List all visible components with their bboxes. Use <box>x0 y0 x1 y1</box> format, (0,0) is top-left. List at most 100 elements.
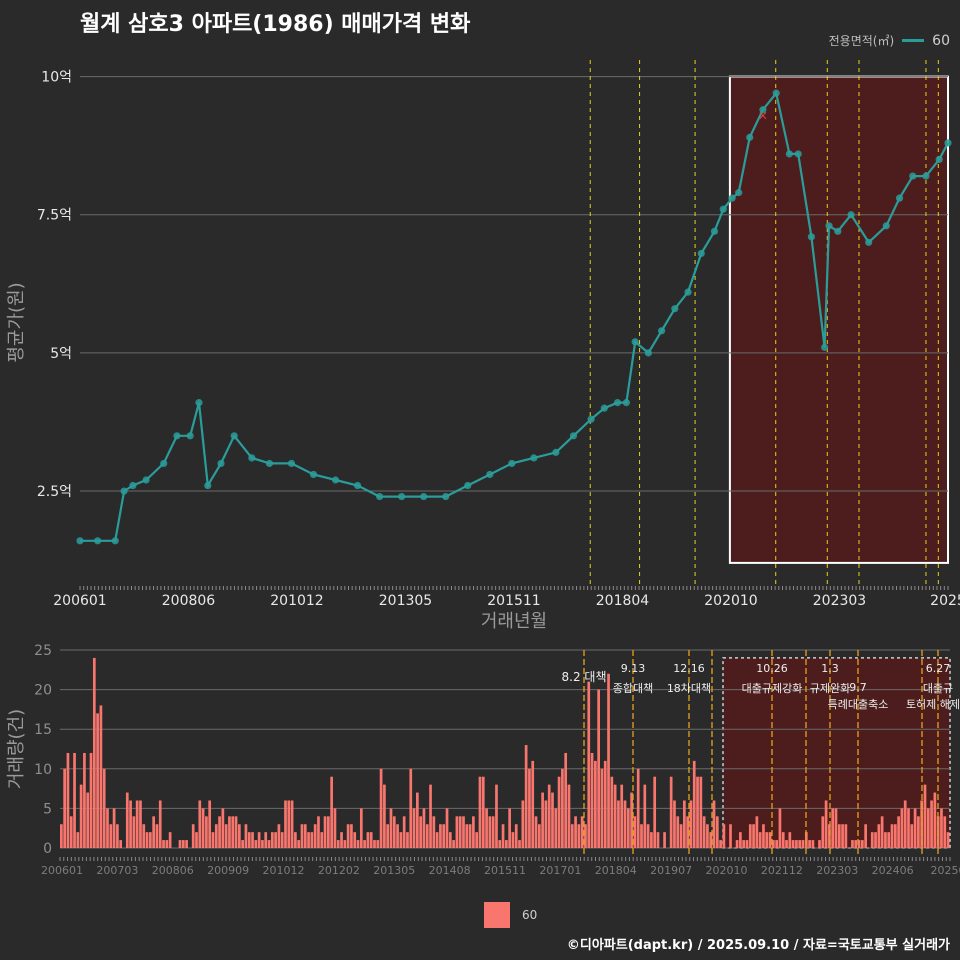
price-point <box>398 492 406 501</box>
volume-bar <box>261 840 264 848</box>
volume-bar <box>623 800 627 848</box>
volume-bar <box>946 832 950 848</box>
volume-bar <box>152 816 155 848</box>
volume-bar <box>254 840 258 848</box>
price-point <box>569 432 578 440</box>
volume-bar <box>455 816 459 848</box>
volume-bar <box>781 832 785 848</box>
volume-bar <box>422 808 426 848</box>
volume-bar <box>445 808 449 848</box>
volume-bar <box>442 824 446 848</box>
volume-bar <box>425 824 429 848</box>
volume-bar <box>561 768 564 848</box>
policy-annotation-label: 18차대책 <box>667 682 711 695</box>
volume-bar <box>340 832 343 848</box>
volume-bar <box>607 673 610 848</box>
volume-bar <box>343 840 347 848</box>
price-point <box>909 172 917 180</box>
volume-bar <box>778 808 782 848</box>
price-point <box>160 459 168 468</box>
x-tick-label: 20250 <box>931 864 960 877</box>
volume-bar <box>280 832 284 848</box>
volume-bar <box>633 816 637 848</box>
y-tick-label: 25 <box>34 643 52 659</box>
price-line-chart: 2.5억 5억 7.5억 10억 × 200601 200806 201012 201305 20… <box>6 60 960 632</box>
volume-bar <box>801 840 805 848</box>
volume-bar <box>828 824 831 848</box>
price-point <box>658 327 666 335</box>
price-point <box>772 89 780 97</box>
volume-bar <box>323 816 327 848</box>
volume-bar <box>79 784 83 848</box>
price-point <box>735 189 743 197</box>
volume-bar <box>564 752 568 848</box>
price-point <box>420 492 428 501</box>
volume-bar <box>547 784 551 848</box>
x-tick-label: 200909 <box>207 864 249 877</box>
x-axis-label: 거래년월 <box>481 611 547 632</box>
volume-bar <box>112 808 116 848</box>
volume-bar <box>537 824 541 848</box>
volume-bar <box>729 824 732 848</box>
volume-bar <box>874 832 877 848</box>
volume-bar <box>234 816 238 848</box>
y-axis-label: 평균가(원) <box>6 282 27 362</box>
volume-bar <box>551 792 554 848</box>
volume-bar <box>524 745 528 848</box>
volume-bar <box>498 840 502 848</box>
x-tick-label: 201511 <box>484 864 526 877</box>
volume-bar <box>580 816 584 848</box>
volume-bar <box>508 808 511 848</box>
volume-bar <box>646 824 650 848</box>
volume-bar <box>943 816 947 848</box>
x-tick-label: 201012 <box>263 864 305 877</box>
policy-annotation: 8.2 대책 <box>562 669 607 684</box>
volume-bar <box>570 824 574 848</box>
price-point <box>265 459 274 468</box>
volume-bar <box>544 800 548 848</box>
price-point <box>710 227 719 235</box>
volume-bar <box>818 840 821 848</box>
price-point <box>287 459 296 468</box>
y-tick-label: 7.5억 <box>37 208 72 224</box>
volume-bar <box>785 840 788 848</box>
volume-bar <box>231 816 235 848</box>
volume-bar <box>610 776 614 848</box>
volume-bar <box>485 808 488 848</box>
price-point <box>587 415 595 423</box>
volume-bar <box>336 840 340 848</box>
volume-bar <box>307 832 310 848</box>
volume-bar <box>129 800 132 848</box>
volume-bar <box>221 808 225 848</box>
policy-annotation-date: 9.7 <box>849 681 867 694</box>
volume-bar <box>205 816 208 848</box>
volume-bar <box>501 824 505 848</box>
volume-bar <box>373 840 376 848</box>
volume-bar <box>386 824 390 848</box>
volume-bar <box>294 832 297 848</box>
x-tick-label: 201804 <box>596 593 650 609</box>
legend-title: 전용면적(㎡) <box>828 34 895 48</box>
volume-bar <box>505 840 508 848</box>
volume-bar <box>267 840 271 848</box>
price-point <box>922 172 930 180</box>
price-point <box>230 432 238 440</box>
volume-bar <box>356 840 360 848</box>
volume-bar <box>893 824 897 848</box>
volume-bar <box>224 824 228 848</box>
volume-bar <box>277 824 281 848</box>
volume-bar <box>587 681 591 848</box>
volume-bar <box>917 816 920 848</box>
volume-bar <box>706 824 709 848</box>
volume-bar <box>600 768 604 848</box>
legend-entry: 60 <box>932 32 950 49</box>
volume-bar <box>877 824 881 848</box>
volume-bar <box>577 824 581 848</box>
legend-bar-entry: 60 <box>522 908 538 922</box>
y-tick-label: 10 <box>34 762 52 778</box>
policy-annotation-date: 10.26 <box>756 662 788 675</box>
price-point <box>217 459 225 468</box>
volume-bar <box>837 824 841 848</box>
x-tick-label: 202303 <box>813 593 866 609</box>
volume-bar <box>287 800 291 848</box>
